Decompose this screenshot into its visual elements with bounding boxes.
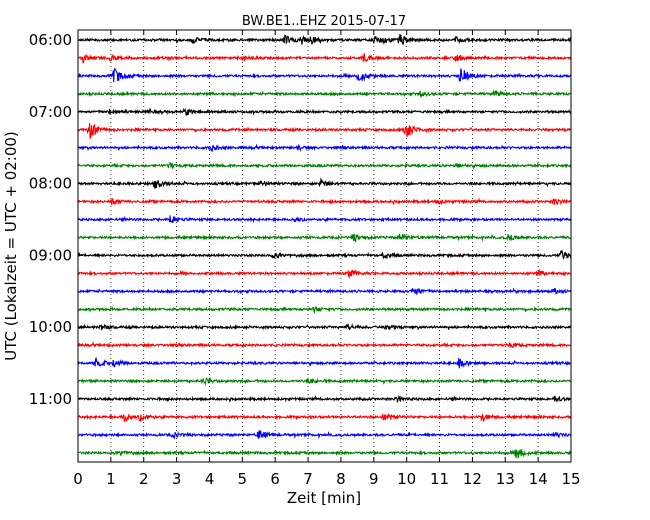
x-axis-label: Zeit [min] <box>287 489 361 507</box>
seismic-trace <box>77 197 572 206</box>
seismic-trace <box>77 107 572 116</box>
seismic-trace <box>77 233 572 243</box>
seismic-trace <box>77 215 572 224</box>
seismic-trace <box>77 33 572 46</box>
vertical-grid-lines <box>110 30 539 462</box>
y-tick-label: 10:00 <box>29 318 72 336</box>
seismic-trace <box>77 340 572 349</box>
seismic-trace <box>77 412 572 423</box>
seismic-trace <box>77 269 572 280</box>
x-tick-label: 15 <box>561 470 580 488</box>
x-tick-label: 7 <box>303 470 313 488</box>
seismic-trace <box>77 143 572 153</box>
seismic-trace <box>77 89 572 98</box>
plot-frame <box>77 29 572 463</box>
x-tick-label: 11 <box>430 470 449 488</box>
y-tick-label: 09:00 <box>29 246 72 264</box>
x-tick-label: 5 <box>238 470 248 488</box>
seismic-trace <box>77 430 572 440</box>
seismic-trace <box>77 394 572 404</box>
seismic-trace <box>77 377 572 386</box>
seismic-traces <box>77 33 572 459</box>
x-tick-label: 2 <box>139 470 149 488</box>
y-axis-label: UTC (Lokalzeit = UTC + 02:00) <box>2 131 20 361</box>
y-tick-label: 11:00 <box>29 390 72 408</box>
x-tick-label: 13 <box>496 470 515 488</box>
x-tick-label: 1 <box>106 470 116 488</box>
y-tick-label: 08:00 <box>29 175 72 193</box>
x-tick-label: 12 <box>463 470 482 488</box>
seismic-trace <box>77 122 572 140</box>
x-tick-label: 10 <box>397 470 416 488</box>
chart-title: BW.BE1..EHZ 2015-07-17 <box>242 14 406 29</box>
seismic-trace <box>77 305 571 315</box>
x-axis-ticks: 0 1 2 3 4 5 6 7 8 9 10 11 12 13 14 15 <box>73 30 581 488</box>
y-tick-label: 06:00 <box>29 31 72 49</box>
seismic-trace <box>77 53 572 64</box>
x-tick-label: 0 <box>73 470 83 488</box>
seismic-trace <box>77 161 572 170</box>
seismic-trace <box>77 287 572 295</box>
seismic-trace <box>77 448 572 459</box>
seismic-trace <box>77 177 572 189</box>
x-tick-label: 3 <box>172 470 182 488</box>
seismic-trace <box>77 357 572 369</box>
x-tick-label: 14 <box>529 470 548 488</box>
seismic-trace <box>77 323 572 331</box>
y-tick-label: 07:00 <box>29 103 72 121</box>
x-tick-label: 4 <box>205 470 215 488</box>
x-tick-label: 9 <box>369 470 379 488</box>
y-axis-ticks: 06:00 07:00 08:00 09:00 10:00 11:00 <box>29 31 571 408</box>
seismic-trace <box>77 67 572 83</box>
seismic-trace <box>77 250 572 260</box>
x-tick-label: 8 <box>336 470 346 488</box>
x-tick-label: 6 <box>270 470 280 488</box>
